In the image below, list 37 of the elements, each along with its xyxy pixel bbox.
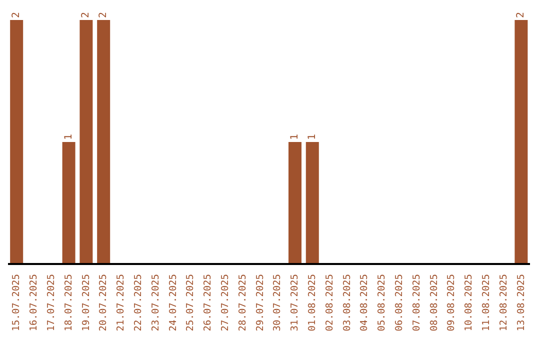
- x-tick-label: 26.07.2025: [202, 274, 214, 332]
- x-tick-label: 21.07.2025: [116, 274, 127, 332]
- data-label: 2: [80, 12, 92, 18]
- x-tick-label: 28.07.2025: [237, 274, 248, 332]
- x-tick-label: 08.08.2025: [428, 274, 440, 332]
- x-tick-label: 27.07.2025: [220, 274, 231, 332]
- data-label: 1: [306, 134, 318, 140]
- data-label: 2: [516, 12, 527, 18]
- x-tick-label: 23.07.2025: [150, 274, 162, 332]
- data-label: 2: [98, 12, 110, 18]
- x-tick-label: 31.07.2025: [290, 274, 301, 332]
- data-label: 2: [11, 12, 22, 18]
- x-tick-label: 10.08.2025: [464, 274, 475, 332]
- x-tick-label: 25.07.2025: [185, 274, 196, 332]
- x-tick-label: 04.08.2025: [359, 274, 370, 332]
- x-tick-label: 16.07.2025: [28, 274, 40, 332]
- x-tick-label: 03.08.2025: [342, 274, 353, 332]
- x-tick-label: 24.07.2025: [168, 274, 179, 332]
- x-tick-label: 02.08.2025: [324, 274, 336, 332]
- x-tick-label: 12.08.2025: [498, 274, 510, 332]
- x-tick-label: 19.07.2025: [80, 274, 92, 332]
- x-tick-label: 13.08.2025: [516, 274, 527, 332]
- x-tick-label: 09.08.2025: [446, 274, 458, 332]
- x-tick-label: 17.07.2025: [46, 274, 57, 332]
- x-tick-label: 01.08.2025: [307, 274, 318, 332]
- x-tick-label: 06.08.2025: [394, 274, 405, 332]
- x-tick-label: 07.08.2025: [411, 274, 422, 332]
- data-label: 1: [63, 134, 74, 140]
- x-tick-label: 11.08.2025: [481, 274, 492, 332]
- x-tick-label: 05.08.2025: [376, 274, 388, 332]
- x-tick-label: 15.07.2025: [11, 274, 22, 332]
- x-tick-label: 29.07.2025: [254, 274, 266, 332]
- x-tick-label: 18.07.2025: [63, 274, 74, 332]
- x-tick-label: 30.07.2025: [272, 274, 284, 332]
- data-label: 1: [289, 134, 300, 140]
- x-tick-label: 20.07.2025: [98, 274, 110, 332]
- x-tick-label: 22.07.2025: [133, 274, 144, 332]
